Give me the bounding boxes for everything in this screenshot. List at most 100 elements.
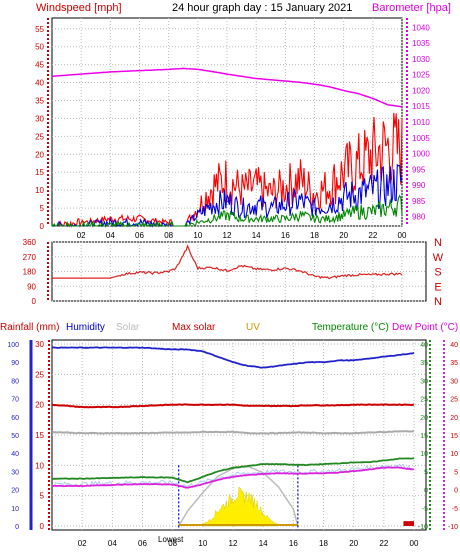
wind-xtick-label: 20: [339, 231, 348, 240]
rain-tick-label: 5: [40, 492, 45, 501]
legend-entry: Temperature (°C): [312, 322, 389, 333]
direction-compass-label: E: [434, 281, 441, 293]
temp-tick-label: -10: [418, 524, 428, 531]
dew-tick-label: 20: [450, 415, 458, 422]
wind-xtick-label: 02: [77, 231, 86, 240]
baro-axis-title: Barometer [hpa]: [372, 2, 451, 14]
wind-ytick-label: 50: [35, 43, 44, 52]
humidity-tick-label: 40: [11, 451, 19, 458]
wind-ytick-label: 5: [40, 204, 45, 213]
dew-tick-label: -10: [448, 524, 458, 531]
legend-entry: Solar: [116, 322, 140, 333]
dewpoint-line: [52, 466, 415, 489]
dew-tick-label: -5: [452, 506, 458, 513]
direction-ytick-label: 180: [23, 268, 37, 277]
rainfall-line: [51, 403, 415, 409]
direction-ytick-label: 270: [23, 253, 37, 262]
wind-series-line: [51, 67, 403, 108]
direction-series-line: [52, 244, 403, 280]
wind-xtick-label: 04: [106, 231, 115, 240]
direction-compass-label: S: [434, 267, 441, 279]
wind-axes: 0510152025303540455055980985990995100010…: [35, 18, 430, 240]
weather-legend: Rainfall (mm) Humidity Solar Max solar UV Tem…: [0, 322, 458, 333]
wind-ytick-label: 35: [35, 96, 44, 105]
wind-xtick-label: 14: [252, 231, 261, 240]
baro-tick-label: 1040: [412, 23, 430, 32]
baro-tick-label: 1035: [412, 39, 430, 48]
baro-tick-label: 1005: [412, 134, 430, 143]
temperature-line: [51, 457, 415, 484]
humidity-tick-label: 20: [11, 488, 19, 495]
legend-entry: Humidity: [66, 322, 105, 333]
temp-tick-label: 30: [420, 378, 428, 385]
dew-tick-label: 0: [454, 488, 458, 495]
direction-ytick-label: 0: [32, 297, 37, 306]
weather-xtick-label: 12: [229, 539, 238, 548]
wind-ytick-label: 20: [35, 150, 44, 159]
weather-series: [51, 346, 415, 530]
weather-xtick-label: 02: [78, 539, 87, 548]
legend-entry: Max solar: [172, 322, 216, 333]
solar-area: [202, 486, 279, 527]
rain-blip: [403, 521, 414, 526]
weather-xtick-label: 20: [349, 539, 358, 548]
wind-ytick-label: 45: [35, 61, 44, 70]
dew-tick-label: 30: [450, 378, 458, 385]
weather-xtick-label: 08: [168, 539, 177, 548]
baro-tick-label: 1030: [412, 55, 430, 64]
wind-xtick-label: 00: [398, 231, 407, 240]
humidity-line: [51, 346, 415, 369]
wind-xtick-label: 22: [368, 231, 377, 240]
dew-tick-label: 35: [450, 360, 458, 367]
humidity-tick-label: 30: [11, 469, 19, 476]
rain-tick-label: 15: [35, 431, 44, 440]
rain-tick-label: 0: [40, 522, 45, 531]
wind-ytick-label: 40: [35, 79, 44, 88]
baro-tick-label: 990: [412, 181, 426, 190]
weather-xtick-label: 06: [138, 539, 147, 548]
legend-entry: Rainfall (mm): [0, 322, 59, 333]
rain-tick-label: 10: [35, 461, 44, 470]
weather-xtick-label: 16: [289, 539, 298, 548]
temp-tick-label: 10: [420, 451, 428, 458]
dew-tick-label: 15: [450, 433, 458, 440]
legend-entry: UV: [246, 322, 260, 333]
temp-tick-label: 25: [420, 397, 428, 404]
wind-grid: [52, 18, 403, 227]
dew-tick-label: 10: [450, 451, 458, 458]
humidity-tick-label: 50: [11, 433, 19, 440]
wind-xtick-label: 16: [281, 231, 290, 240]
rain-tick-label: 25: [35, 370, 44, 379]
humidity-tick-label: 10: [11, 506, 19, 513]
weather-xtick-label: 18: [319, 539, 328, 548]
temp-tick-label: 15: [420, 433, 428, 440]
direction-series: [52, 244, 403, 280]
wind-series-line: [51, 194, 403, 228]
temp-tick-label: 40: [420, 342, 428, 349]
weather-xtick-label: 14: [259, 539, 268, 548]
direction-ytick-label: 360: [23, 238, 37, 247]
direction-grid: [52, 241, 426, 302]
temp-tick-label: 35: [420, 360, 428, 367]
dew-tick-label: 25: [450, 397, 458, 404]
chart-title: 24 hour graph day : 15 January 2021: [172, 2, 352, 14]
baro-tick-label: 1025: [412, 71, 430, 80]
legend-entry: Dew Point (°C): [392, 322, 458, 333]
temp-tick-label: 20: [420, 415, 428, 422]
direction-ytick-label: 90: [27, 282, 36, 291]
dew-tick-label: 40: [450, 342, 458, 349]
lowest-label: Lowest: [158, 535, 184, 544]
humidity-tick-label: 60: [11, 415, 19, 422]
uv-baseline: [178, 524, 298, 526]
baro-tick-label: 985: [412, 197, 426, 206]
weather-xtick-label: 10: [198, 539, 207, 548]
wind-ytick-label: 15: [35, 168, 44, 177]
wind-left-axis-title: Windspeed [mph]: [36, 2, 122, 14]
baro-tick-label: 980: [412, 213, 426, 222]
weather-xtick-label: 00: [410, 539, 419, 548]
weather-xtick-label: 22: [379, 539, 388, 548]
temp-tick-label: -5: [422, 506, 428, 513]
